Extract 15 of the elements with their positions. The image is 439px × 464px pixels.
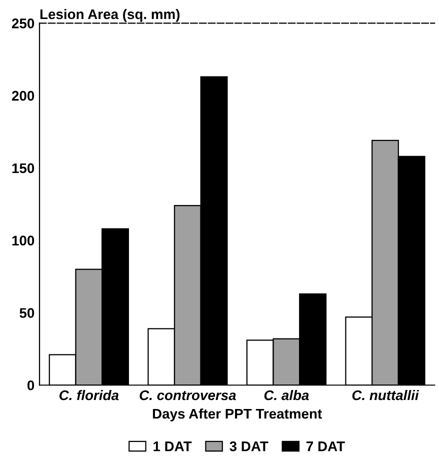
x-tick-label: C. alba — [264, 390, 309, 400]
legend-label: 1 DAT — [154, 442, 192, 452]
y-tick-label: 250 — [12, 18, 34, 28]
y-axis-title: Lesion Area (sq. mm) — [40, 8, 180, 22]
legend-label: 7 DAT — [306, 442, 345, 452]
y-tick-label: 150 — [12, 163, 34, 174]
x-tick-label: C. nuttallii — [352, 390, 420, 400]
x-axis-title: Days After PPT Treatment — [152, 408, 322, 422]
y-tick-label: 50 — [20, 308, 34, 318]
y-tick-label: 200 — [12, 90, 34, 101]
y-tick-label: 0 — [27, 380, 34, 390]
x-tick-label: C. florida — [59, 390, 119, 400]
legend-label: 3 DAT — [230, 441, 268, 452]
y-tick-label: 100 — [12, 236, 34, 246]
x-tick-label: C. controversa — [140, 390, 236, 400]
